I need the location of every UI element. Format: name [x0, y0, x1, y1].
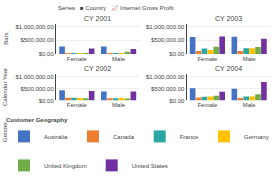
svg-text:$1,000,000.00: $1,000,000.00 — [146, 74, 185, 80]
svg-text:Female: Female — [67, 102, 88, 108]
svg-text:$1,000,000.00: $1,000,000.00 — [15, 74, 54, 80]
svg-text:Germany: Germany — [244, 134, 269, 140]
svg-text:$500,000.00: $500,000.00 — [151, 86, 185, 92]
svg-text:Male: Male — [243, 102, 257, 108]
svg-text:United States: United States — [132, 163, 168, 169]
svg-text:CY 2003: CY 2003 — [215, 15, 242, 22]
svg-text:Calendar Year: Calendar Year — [2, 68, 8, 106]
svg-text:Female: Female — [197, 102, 218, 108]
svg-text:Series ■ Country 📈 Intern: Series ■ Country 📈 Internet Gross Profit — [58, 4, 174, 12]
svg-text:United Kingdom: United Kingdom — [44, 163, 87, 169]
svg-text:Australia: Australia — [44, 134, 68, 140]
svg-text:$0.00: $0.00 — [169, 51, 185, 57]
svg-text:$500,000.00: $500,000.00 — [151, 37, 185, 43]
svg-text:$1,000,000.00: $1,000,000.00 — [15, 24, 54, 30]
svg-text:Female: Female — [67, 56, 88, 62]
svg-text:Canada: Canada — [113, 134, 135, 140]
svg-text:CY 2001: CY 2001 — [84, 15, 111, 22]
svg-text:France: France — [180, 134, 199, 140]
svg-text:Female: Female — [197, 56, 218, 62]
svg-text:$0.00: $0.00 — [39, 51, 55, 57]
svg-text:CY 2002: CY 2002 — [84, 65, 111, 72]
svg-text:Gender: Gender — [2, 122, 8, 142]
svg-text:Bars: Bars — [3, 32, 9, 44]
svg-text:Male: Male — [112, 102, 126, 108]
svg-text:$1,000,000.00: $1,000,000.00 — [146, 24, 185, 30]
svg-text:$0.00: $0.00 — [169, 98, 185, 104]
svg-text:Male: Male — [112, 56, 126, 62]
svg-text:$0.00: $0.00 — [39, 98, 55, 104]
svg-text:CY 2004: CY 2004 — [215, 65, 242, 72]
svg-text:Customer Geography: Customer Geography — [6, 117, 68, 123]
svg-text:$500,000.00: $500,000.00 — [20, 86, 54, 92]
svg-text:Male: Male — [243, 56, 257, 62]
svg-text:$500,000.00: $500,000.00 — [20, 37, 54, 43]
